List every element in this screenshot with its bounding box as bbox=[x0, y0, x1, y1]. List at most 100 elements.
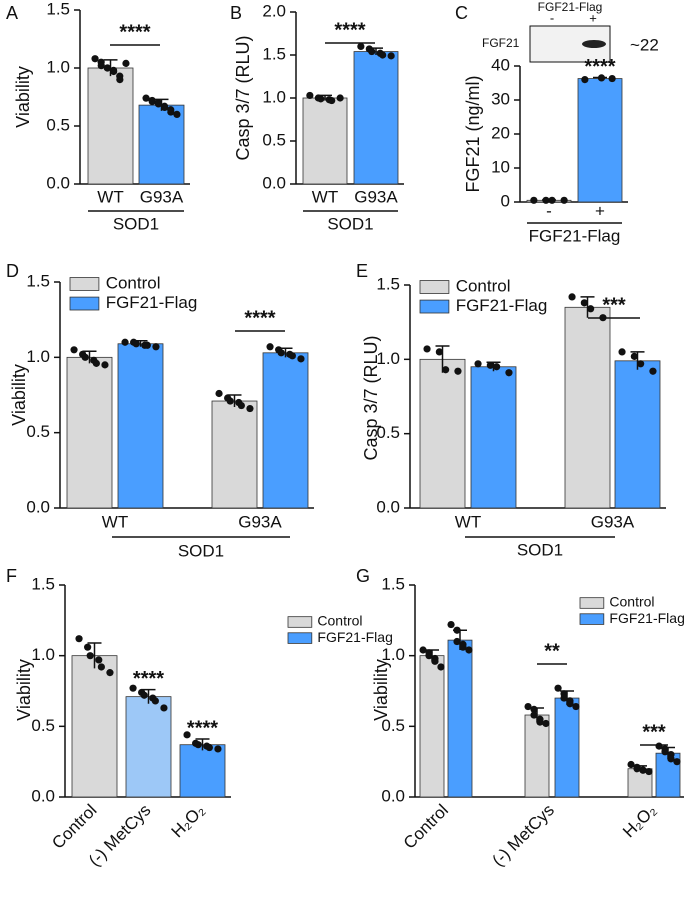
data-point bbox=[530, 196, 538, 204]
data-point bbox=[572, 702, 580, 711]
data-point bbox=[548, 196, 556, 204]
data-point bbox=[143, 341, 151, 349]
data-point bbox=[627, 760, 635, 769]
y-tick-label: 30 bbox=[491, 89, 510, 108]
x-tick-label: H₂O₂ bbox=[619, 801, 660, 842]
data-point bbox=[581, 76, 589, 84]
panel-letter: C bbox=[455, 3, 468, 23]
legend-swatch bbox=[69, 277, 100, 291]
data-point bbox=[530, 711, 538, 719]
data-point bbox=[454, 367, 462, 375]
data-point bbox=[530, 705, 538, 713]
data-point bbox=[266, 343, 274, 351]
data-point bbox=[183, 731, 191, 739]
bar bbox=[117, 343, 164, 509]
data-point bbox=[226, 397, 234, 405]
legend-label: Control bbox=[456, 276, 511, 295]
significance: ** bbox=[544, 640, 560, 662]
data-point bbox=[486, 361, 494, 369]
data-point bbox=[459, 643, 467, 651]
y-tick-label: 0.5 bbox=[381, 716, 405, 735]
data-point bbox=[152, 343, 160, 351]
legend-swatch bbox=[69, 296, 100, 311]
legend-swatch bbox=[579, 597, 605, 609]
y-tick-label: 1.5 bbox=[381, 574, 405, 593]
data-point bbox=[317, 95, 325, 103]
data-point bbox=[633, 765, 641, 773]
data-point bbox=[129, 684, 137, 692]
y-tick-label: 1.0 bbox=[262, 87, 286, 106]
y-axis-label: FGF21 (ng/ml) bbox=[463, 75, 483, 192]
x-tick-label: WT bbox=[455, 512, 481, 531]
legend-swatch bbox=[419, 280, 450, 294]
error-bar bbox=[195, 738, 210, 751]
significance: **** bbox=[584, 56, 615, 78]
legend-label: Control bbox=[609, 594, 654, 610]
data-point bbox=[465, 646, 473, 654]
data-point bbox=[637, 360, 645, 368]
data-point bbox=[142, 94, 150, 102]
data-point bbox=[336, 94, 344, 102]
bar bbox=[302, 97, 348, 185]
data-point bbox=[328, 96, 336, 105]
y-tick-label: 0.0 bbox=[31, 786, 55, 805]
y-tick-label: 1.5 bbox=[46, 0, 70, 18]
data-point bbox=[387, 52, 395, 60]
legend-label: Control bbox=[317, 613, 362, 629]
data-point bbox=[645, 767, 653, 776]
data-point bbox=[435, 348, 443, 356]
data-point bbox=[587, 305, 595, 313]
data-point bbox=[214, 745, 222, 753]
group-label: SOD1 bbox=[113, 214, 159, 233]
data-point bbox=[554, 684, 562, 692]
data-point bbox=[140, 691, 148, 699]
data-point bbox=[161, 103, 169, 112]
y-tick-label: 0.0 bbox=[376, 497, 400, 516]
legend-label: FGF21-Flag bbox=[106, 293, 198, 312]
bar bbox=[470, 366, 517, 509]
data-point bbox=[95, 656, 103, 664]
data-point bbox=[103, 64, 112, 72]
y-tick-label: 0.5 bbox=[31, 716, 55, 735]
blot-title: FGF21-Flag bbox=[538, 0, 603, 14]
significance: **** bbox=[244, 307, 275, 329]
data-point bbox=[86, 652, 94, 660]
data-point bbox=[148, 98, 156, 106]
bar bbox=[419, 655, 445, 798]
group-label: FGF21-Flag bbox=[529, 226, 621, 245]
data-point bbox=[447, 620, 455, 629]
bar bbox=[524, 714, 550, 798]
data-point bbox=[442, 366, 450, 374]
data-point bbox=[151, 697, 159, 705]
y-tick-label: 1.0 bbox=[26, 347, 50, 366]
data-point bbox=[246, 404, 254, 413]
legend-swatch bbox=[579, 613, 605, 625]
y-tick-label: 1.0 bbox=[46, 57, 70, 76]
data-point bbox=[81, 353, 89, 361]
x-tick-label: - bbox=[546, 201, 552, 220]
bar bbox=[138, 104, 185, 185]
data-point bbox=[560, 694, 568, 702]
data-point bbox=[297, 355, 305, 363]
x-tick-label: WT bbox=[312, 187, 338, 206]
legend-swatch bbox=[287, 632, 313, 644]
data-point bbox=[425, 652, 433, 660]
bar bbox=[577, 78, 623, 203]
data-point bbox=[542, 719, 550, 728]
x-tick-label: Control bbox=[400, 801, 452, 853]
data-point bbox=[70, 346, 78, 354]
data-point bbox=[160, 704, 168, 712]
data-point bbox=[110, 67, 118, 76]
bar bbox=[211, 400, 258, 509]
y-axis-label: Viability bbox=[13, 66, 33, 128]
data-point bbox=[505, 369, 513, 377]
data-point bbox=[97, 663, 105, 671]
x-tick-label: G93A bbox=[238, 512, 282, 531]
y-tick-label: 0.0 bbox=[46, 173, 70, 192]
bar bbox=[554, 697, 580, 798]
x-tick-label: H₂O₂ bbox=[168, 801, 209, 842]
y-tick-label: 1.5 bbox=[31, 574, 55, 593]
y-tick-label: 2.0 bbox=[262, 1, 286, 20]
x-tick-label: G93A bbox=[354, 187, 398, 206]
data-point bbox=[101, 361, 109, 369]
